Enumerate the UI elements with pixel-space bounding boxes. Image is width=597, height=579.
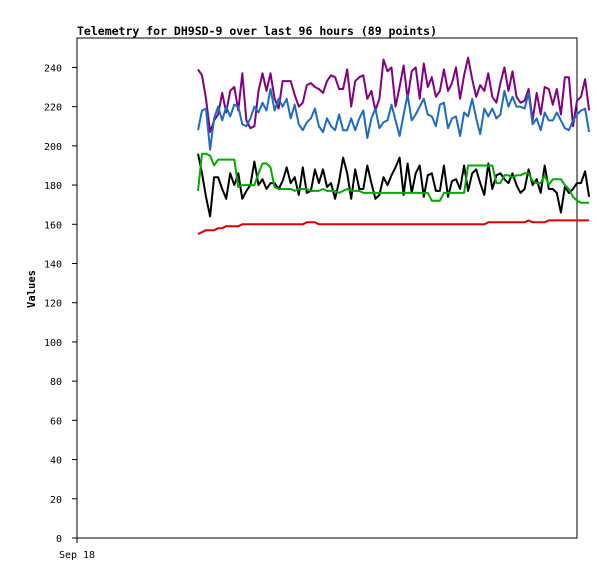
- series-line-3: [197, 153, 591, 218]
- y-tick-label: 180: [44, 181, 62, 192]
- series-line-1: [197, 56, 591, 134]
- chart-title: Telemetry for DH9SD-9 over last 96 hours…: [77, 24, 437, 38]
- series-line-4: [197, 152, 590, 204]
- y-tick-label: 40: [50, 456, 62, 467]
- y-tick-label: 220: [44, 103, 62, 114]
- y-tick-label: 0: [56, 534, 62, 545]
- y-tick-label: 240: [44, 63, 62, 74]
- series-lines: [197, 56, 591, 235]
- y-tick-label: 80: [50, 377, 62, 388]
- y-tick-label: 100: [44, 338, 62, 349]
- series-line-2: [197, 88, 591, 151]
- y-tick-label: 120: [44, 299, 62, 310]
- x-tick-label: Sep 18: [59, 550, 95, 561]
- y-tick-label: 60: [50, 416, 62, 427]
- y-tick-label: 160: [44, 220, 62, 231]
- y-tick-label: 20: [50, 495, 62, 506]
- y-axis-label: Values: [26, 270, 38, 308]
- series-line-5: [197, 219, 590, 235]
- y-tick-label: 140: [44, 259, 62, 270]
- x-axis-ticks: Sep 18: [59, 538, 95, 561]
- y-axis-ticks: 0 20 40 60 80 100 120 140 160 180 200 220 240: [44, 63, 77, 545]
- y-tick-label: 200: [44, 142, 62, 153]
- plot-frame: [76, 37, 578, 539]
